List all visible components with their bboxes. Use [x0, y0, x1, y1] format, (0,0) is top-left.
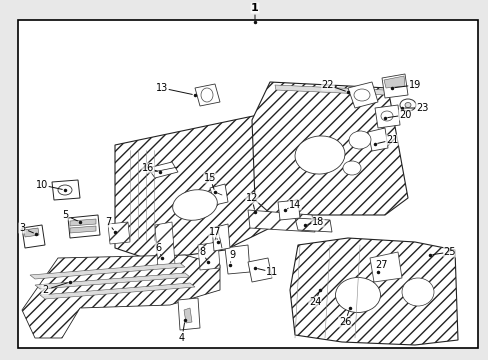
Polygon shape	[155, 222, 175, 268]
Text: 11: 11	[265, 267, 278, 277]
Text: 14: 14	[288, 200, 301, 210]
Ellipse shape	[201, 88, 213, 102]
Polygon shape	[24, 228, 39, 237]
Polygon shape	[52, 180, 80, 200]
Polygon shape	[212, 224, 229, 251]
Text: 4: 4	[179, 333, 184, 343]
Polygon shape	[70, 226, 96, 233]
Polygon shape	[195, 84, 220, 106]
Text: 20: 20	[398, 110, 410, 120]
Text: 17: 17	[208, 227, 221, 237]
Text: 25: 25	[443, 247, 455, 257]
Polygon shape	[40, 283, 195, 299]
Text: 5: 5	[62, 210, 68, 220]
Polygon shape	[224, 245, 249, 274]
Polygon shape	[381, 74, 407, 98]
Polygon shape	[247, 210, 314, 232]
Polygon shape	[22, 225, 45, 248]
Polygon shape	[22, 255, 220, 338]
Text: 2: 2	[42, 285, 48, 295]
Polygon shape	[183, 308, 192, 323]
Polygon shape	[209, 184, 227, 205]
Polygon shape	[347, 82, 377, 108]
Text: 23: 23	[415, 103, 427, 113]
Polygon shape	[367, 128, 387, 151]
Polygon shape	[115, 115, 271, 258]
Polygon shape	[108, 222, 130, 244]
Polygon shape	[289, 238, 457, 345]
Text: 1: 1	[251, 3, 258, 13]
Text: 21: 21	[385, 135, 397, 145]
Polygon shape	[274, 85, 385, 95]
Text: 19: 19	[408, 80, 420, 90]
Polygon shape	[30, 263, 184, 279]
Text: 27: 27	[375, 260, 387, 270]
Ellipse shape	[380, 111, 392, 121]
Polygon shape	[148, 162, 178, 178]
Polygon shape	[383, 76, 404, 88]
Text: 13: 13	[156, 83, 168, 93]
Ellipse shape	[401, 278, 433, 306]
Text: 24: 24	[308, 297, 321, 307]
Text: 10: 10	[36, 180, 48, 190]
Text: 16: 16	[142, 163, 154, 173]
Ellipse shape	[353, 89, 369, 101]
Ellipse shape	[399, 99, 415, 111]
Polygon shape	[369, 252, 401, 282]
Ellipse shape	[348, 131, 370, 149]
Text: 6: 6	[155, 243, 161, 253]
Ellipse shape	[335, 278, 380, 312]
Text: 26: 26	[338, 317, 350, 327]
Polygon shape	[70, 219, 96, 226]
Polygon shape	[374, 105, 399, 128]
Text: 12: 12	[245, 193, 258, 203]
Text: 3: 3	[19, 223, 25, 233]
Ellipse shape	[58, 185, 72, 195]
Text: 7: 7	[104, 217, 111, 227]
Polygon shape	[68, 215, 100, 238]
Polygon shape	[278, 200, 299, 220]
Polygon shape	[178, 298, 200, 330]
Text: 8: 8	[199, 247, 204, 257]
Ellipse shape	[172, 190, 217, 220]
Text: 15: 15	[203, 173, 216, 183]
Text: 9: 9	[228, 250, 235, 260]
Ellipse shape	[294, 136, 344, 174]
Text: 18: 18	[311, 217, 324, 227]
Polygon shape	[198, 242, 220, 270]
Polygon shape	[294, 218, 331, 232]
Polygon shape	[251, 82, 407, 215]
Ellipse shape	[342, 161, 360, 175]
Polygon shape	[247, 258, 271, 282]
Polygon shape	[35, 273, 190, 289]
Text: 22: 22	[321, 80, 334, 90]
Ellipse shape	[404, 103, 410, 108]
